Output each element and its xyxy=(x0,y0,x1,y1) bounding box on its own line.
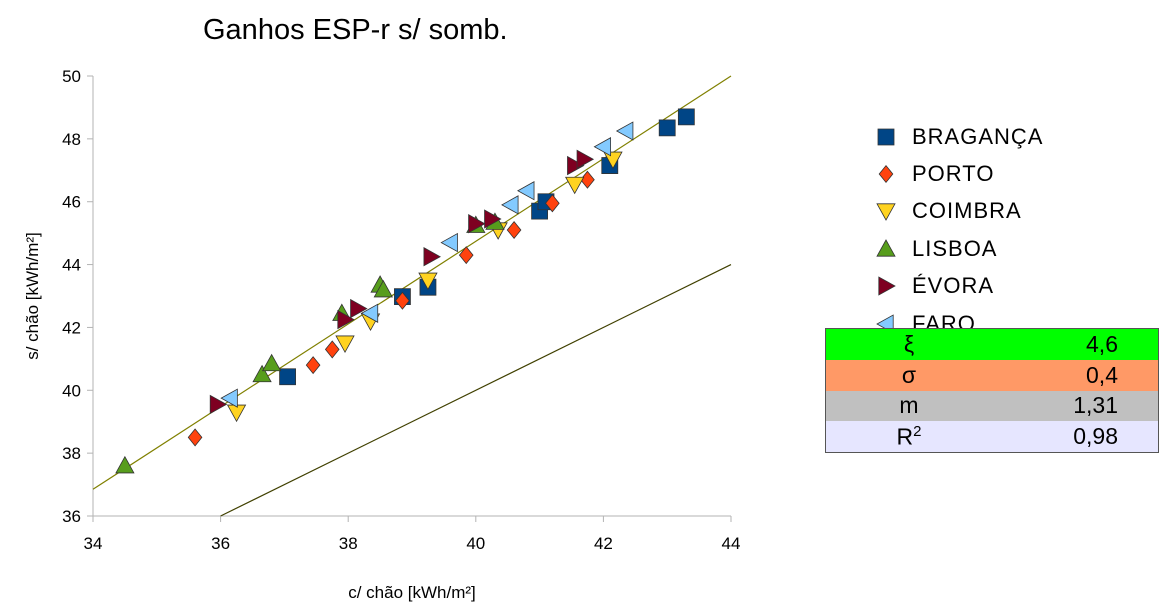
data-point-triangle-left xyxy=(501,195,519,215)
stats-row-m: m 1,31 xyxy=(825,390,1159,422)
stat-value: 0,98 xyxy=(1073,423,1118,450)
data-point-triangle-down xyxy=(418,272,438,291)
legend-label: COIMBRA xyxy=(912,198,1022,224)
data-point-diamond xyxy=(187,428,203,447)
data-point-triangle-up xyxy=(261,353,282,372)
y-tick-label: 40 xyxy=(62,381,81,400)
legend-item: LISBOA xyxy=(870,230,1043,267)
stat-value: 1,31 xyxy=(1073,392,1118,419)
data-point-diamond xyxy=(458,246,474,265)
fit-line xyxy=(92,75,732,490)
data-point-triangle-left xyxy=(220,388,238,408)
data-point-triangle-right xyxy=(337,309,355,330)
data-point-triangle-right xyxy=(468,214,486,234)
reference-line xyxy=(220,264,732,517)
y-tick-label: 36 xyxy=(62,507,81,526)
data-point-triangle-left xyxy=(517,181,535,201)
data-point-triangle-up xyxy=(252,364,272,383)
data-point-triangle-down xyxy=(226,404,247,423)
data-point-triangle-left xyxy=(360,303,379,323)
data-point-triangle-up xyxy=(373,279,393,298)
stat-symbol: R2 xyxy=(826,421,993,452)
legend-marker-icon xyxy=(876,239,896,257)
stat-value: 4,6 xyxy=(1086,330,1118,357)
stats-row-r2: R2 0,98 xyxy=(825,421,1159,453)
data-point-triangle-right xyxy=(350,298,368,319)
data-point-triangle-right xyxy=(567,155,585,176)
y-tick-label: 46 xyxy=(62,193,81,212)
data-point-square xyxy=(279,368,296,386)
stats-table: ξ 4,6 σ 0,4 m 1,31 R2 0,98 xyxy=(825,328,1159,454)
stat-value: 0,4 xyxy=(1086,361,1118,388)
data-point-square xyxy=(658,119,676,137)
y-tick-label: 38 xyxy=(62,444,81,463)
stats-row-xi: ξ 4,6 xyxy=(825,328,1159,360)
data-point-diamond xyxy=(395,291,410,310)
data-point-triangle-left xyxy=(593,137,611,157)
x-tick-label: 40 xyxy=(466,534,485,553)
legend-marker-shape xyxy=(877,128,895,146)
data-point-triangle-left xyxy=(440,232,458,253)
x-tick-label: 44 xyxy=(722,534,741,553)
data-point-diamond xyxy=(545,194,560,213)
legend-marker-icon xyxy=(878,165,894,184)
y-axis-label: s/ chão [kWh/m²] xyxy=(23,232,42,360)
x-axis-label: c/ chão [kWh/m²] xyxy=(348,583,476,602)
data-point-triangle-down xyxy=(603,151,623,170)
legend-item: PORTO xyxy=(870,155,1043,192)
stat-symbol: ξ xyxy=(903,330,915,357)
y-tick-label: 42 xyxy=(62,318,81,337)
legend-label: PORTO xyxy=(912,161,995,187)
data-point-triangle-right xyxy=(576,149,595,169)
data-point-triangle-up xyxy=(115,455,135,474)
x-tick-label: 36 xyxy=(211,534,230,553)
legend-label: ÉVORA xyxy=(912,273,995,299)
legend-marker-icon xyxy=(878,276,896,296)
data-point-diamond xyxy=(305,356,321,375)
legend-item: COIMBRA xyxy=(870,193,1043,230)
legend-marker-icon xyxy=(877,128,895,146)
data-point-triangle-right xyxy=(423,247,441,267)
stat-symbol: m xyxy=(899,392,919,419)
data-point-triangle-down xyxy=(565,176,585,195)
stat-symbol: σ xyxy=(901,361,917,388)
stat-symbol-base: R xyxy=(896,423,914,450)
data-point-triangle-down xyxy=(335,335,355,353)
data-point-triangle-right xyxy=(209,394,228,415)
legend-marker-icon xyxy=(876,203,896,222)
y-tick-label: 48 xyxy=(62,130,81,149)
data-point-diamond xyxy=(506,220,522,240)
legend-label: FARO xyxy=(912,310,976,336)
legend-item: BRAGANÇA xyxy=(870,118,1043,155)
legend-marker-shape xyxy=(876,239,896,257)
data-point-triangle-right xyxy=(484,209,502,229)
legend-item: ÉVORA xyxy=(870,268,1043,305)
x-tick-label: 38 xyxy=(339,534,358,553)
legend-label: BRAGANÇA xyxy=(912,123,1044,149)
legend-marker-shape xyxy=(876,203,896,222)
x-tick-label: 42 xyxy=(594,534,613,553)
data-point-diamond xyxy=(324,340,340,359)
y-tick-label: 44 xyxy=(62,256,81,275)
x-tick-label: 34 xyxy=(84,534,103,553)
y-tick-label: 50 xyxy=(62,67,81,86)
data-point-triangle-left xyxy=(615,121,634,141)
chart-title: Ganhos ESP-r s/ somb. xyxy=(203,14,508,46)
stat-symbol-sup: 2 xyxy=(913,422,922,440)
data-point-square xyxy=(677,108,695,126)
chart-legend: BRAGANÇA PORTO COIMBRA LISBOA ÉVORA FARO xyxy=(870,118,1043,342)
legend-marker-shape xyxy=(878,276,896,296)
legend-label: LISBOA xyxy=(912,235,998,261)
stats-row-sigma: σ 0,4 xyxy=(825,359,1159,391)
legend-marker-shape xyxy=(878,165,894,184)
